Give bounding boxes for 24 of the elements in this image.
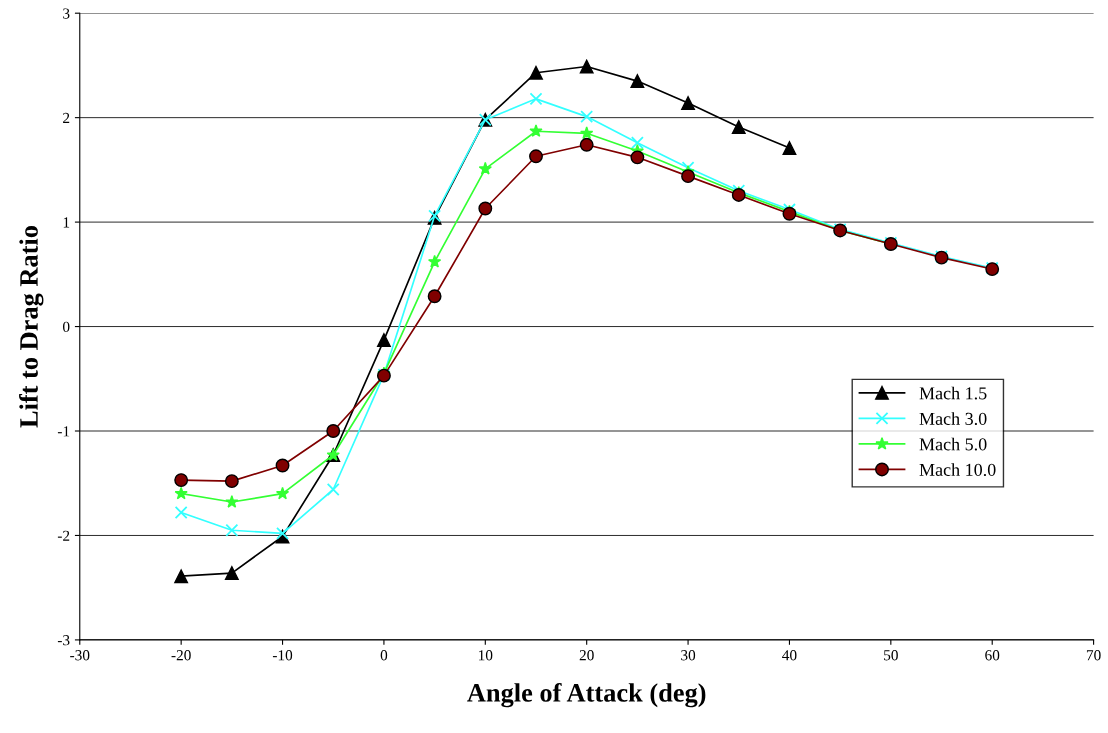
x-tick-label: -10	[272, 650, 293, 661]
x-tick-label: 10	[479, 650, 493, 661]
y-tick-label: 2	[63, 112, 70, 123]
x-tick-label: 30	[681, 650, 696, 661]
y-tick-label: 1	[63, 217, 70, 228]
x-tick-label: 0	[380, 650, 388, 661]
x-tick-label: -30	[70, 650, 90, 661]
legend-label: Mach 5.0	[919, 437, 987, 451]
x-tick-label: 70	[1086, 650, 1101, 661]
x-tick-label: 60	[985, 650, 1000, 661]
y-axis-title: Lift to Drag Ratio	[19, 226, 44, 428]
y-tick-label: -1	[57, 426, 70, 437]
x-tick-label: 50	[884, 650, 898, 661]
x-axis-title: Angle of Attack (deg)	[467, 682, 706, 708]
legend-label: Mach 3.0	[919, 412, 987, 425]
y-tick-label: -3	[57, 635, 70, 646]
y-tick-label: 0	[63, 321, 70, 332]
legend-label: Mach 10.0	[919, 463, 996, 477]
legend-label: Mach 1.5	[919, 386, 987, 400]
x-tick-label: -20	[171, 650, 191, 661]
x-tick-label: 40	[782, 650, 797, 661]
x-tick-label: 20	[579, 650, 594, 661]
y-tick-label: 3	[63, 8, 70, 19]
y-tick-label: -2	[57, 530, 70, 541]
